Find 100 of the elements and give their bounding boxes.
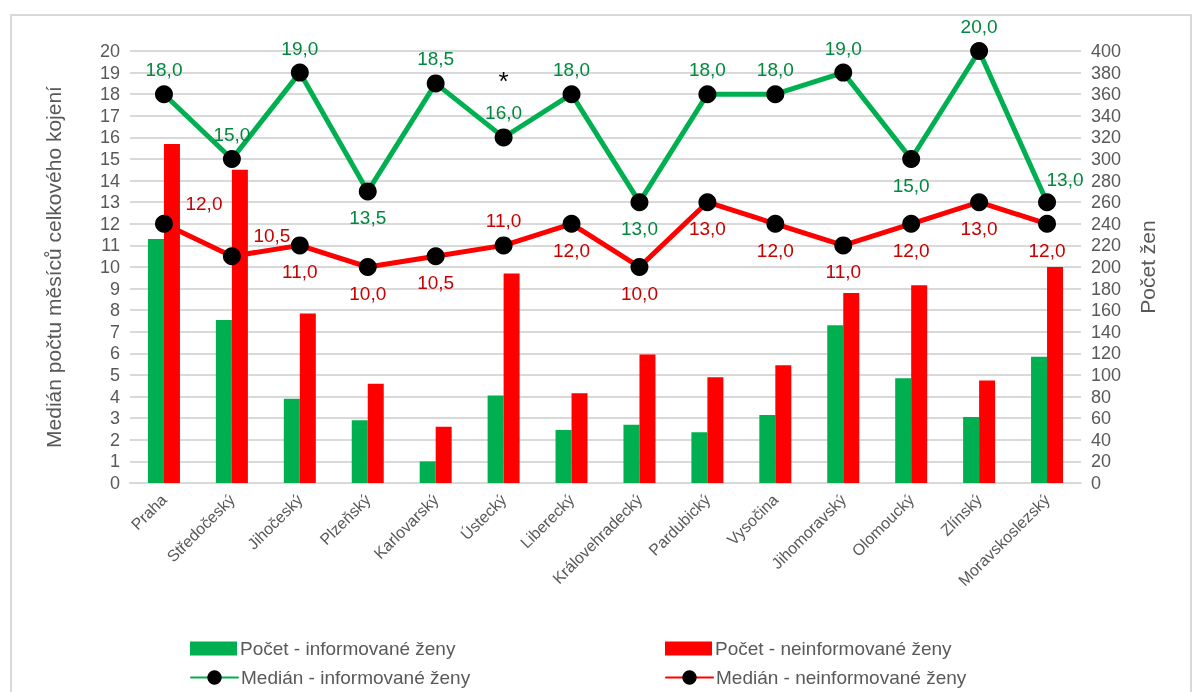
y2-tick-label: 240: [1091, 213, 1122, 234]
y2-axis-title: Počet žen: [1136, 220, 1159, 314]
bar: [435, 426, 452, 483]
data-label: 15,0: [892, 175, 930, 196]
bar: [843, 292, 860, 483]
data-label: 18,0: [756, 59, 794, 81]
data-label: 13,0: [620, 218, 658, 240]
data-label: 10,0: [620, 283, 658, 304]
legend-label: Počet - neinformované ženy: [715, 638, 953, 659]
bar: [979, 380, 996, 483]
bar: [571, 393, 588, 483]
bar: [351, 420, 368, 483]
data-label: 18,0: [553, 59, 591, 81]
data-label: 10,5: [253, 225, 291, 247]
y-tick-label: 3: [109, 408, 120, 429]
data-label: 13,0: [688, 218, 726, 240]
data-label: 11,0: [825, 261, 862, 283]
bar: [759, 414, 776, 483]
y2-tick-label: 80: [1091, 386, 1112, 407]
y-tick-label: 16: [99, 127, 120, 148]
data-label: 19,0: [281, 37, 319, 59]
bar: [367, 383, 384, 483]
bar: [775, 365, 792, 483]
y-tick-label: 20: [99, 41, 120, 61]
bar: [707, 377, 724, 483]
y-tick-label: 15: [99, 149, 120, 169]
data-label: 13,0: [1046, 169, 1084, 191]
data-label: 11,0: [282, 261, 318, 283]
data-label: 18,0: [145, 59, 183, 81]
data-label: 12,0: [185, 192, 223, 214]
bar: [691, 432, 708, 483]
y-tick-label: 18: [99, 84, 120, 105]
y-tick-label: 9: [109, 278, 120, 299]
legend-label: Medián - informované ženy: [241, 667, 471, 688]
data-label: 18,0: [688, 59, 726, 81]
bar: [963, 417, 980, 483]
y2-tick-label: 40: [1091, 429, 1112, 450]
bar: [419, 461, 436, 483]
y2-tick-label: 140: [1091, 321, 1122, 342]
y-tick-label: 4: [109, 386, 120, 407]
y2-tick-label: 220: [1091, 235, 1122, 256]
y2-tick-label: 260: [1091, 192, 1122, 213]
y-tick-label: 10: [99, 257, 120, 277]
y2-tick-label: 200: [1091, 257, 1122, 277]
bar: [487, 395, 504, 483]
data-label: 18,5: [417, 48, 455, 70]
bar: [895, 378, 912, 483]
y2-tick-label: 380: [1091, 62, 1122, 83]
y-tick-label: 7: [109, 321, 120, 342]
bar: [1047, 267, 1064, 483]
y2-tick-label: 160: [1091, 300, 1122, 321]
legend-label: Počet - informované ženy: [240, 638, 456, 659]
y-tick-label: 11: [101, 235, 120, 256]
y-tick-label: 1: [109, 451, 120, 472]
bar: [283, 398, 300, 483]
data-label: 20,0: [960, 16, 998, 37]
bar: [623, 424, 640, 483]
legend-label: Medián - neinformované ženy: [716, 667, 967, 688]
bar: [1031, 356, 1048, 483]
y2-tick-label: 400: [1091, 41, 1122, 61]
y-tick-label: 14: [99, 170, 120, 191]
bar: [639, 354, 656, 483]
y-axis-title: Medián počtu měsíců celkového kojení: [42, 85, 65, 448]
bar: [911, 285, 928, 483]
y-tick-label: 8: [109, 300, 120, 321]
y2-tick-label: 120: [1091, 343, 1122, 364]
bar: [827, 325, 844, 483]
y-tick-label: 6: [109, 343, 120, 364]
y-tick-label: 5: [109, 365, 120, 385]
data-label: 11,0: [485, 210, 522, 232]
y2-tick-label: 280: [1091, 170, 1122, 191]
bar: [147, 238, 164, 483]
y-tick-label: 19: [99, 62, 120, 83]
data-label: 12,0: [892, 239, 930, 261]
data-label: 12,0: [553, 239, 591, 261]
data-label: 19,0: [824, 37, 862, 59]
data-label: 16,0: [485, 102, 523, 124]
y-tick-label: 13: [99, 192, 120, 213]
y-tick-label: 17: [99, 105, 120, 126]
bar: [299, 313, 316, 483]
data-label: 13,5: [349, 207, 387, 229]
y2-tick-label: 100: [1091, 365, 1122, 385]
y-tick-label: 0: [109, 473, 120, 493]
y2-tick-label: 300: [1091, 149, 1122, 169]
annotation: *: [498, 66, 509, 97]
y-tick-label: 12: [99, 213, 120, 234]
data-label: 12,0: [1028, 239, 1066, 261]
bar: [555, 430, 572, 483]
y2-tick-label: 0: [1091, 473, 1102, 493]
bar: [215, 319, 232, 483]
bar: [503, 273, 520, 483]
data-label: 10,0: [349, 283, 387, 304]
data-label: 13,0: [960, 218, 998, 240]
y2-tick-label: 180: [1091, 278, 1122, 299]
y-tick-label: 2: [109, 429, 120, 450]
data-label: 10,5: [417, 272, 455, 294]
y2-tick-label: 60: [1091, 408, 1112, 429]
y2-tick-label: 340: [1091, 105, 1122, 126]
y2-tick-label: 20: [1091, 451, 1112, 472]
data-label: 12,0: [756, 239, 794, 261]
